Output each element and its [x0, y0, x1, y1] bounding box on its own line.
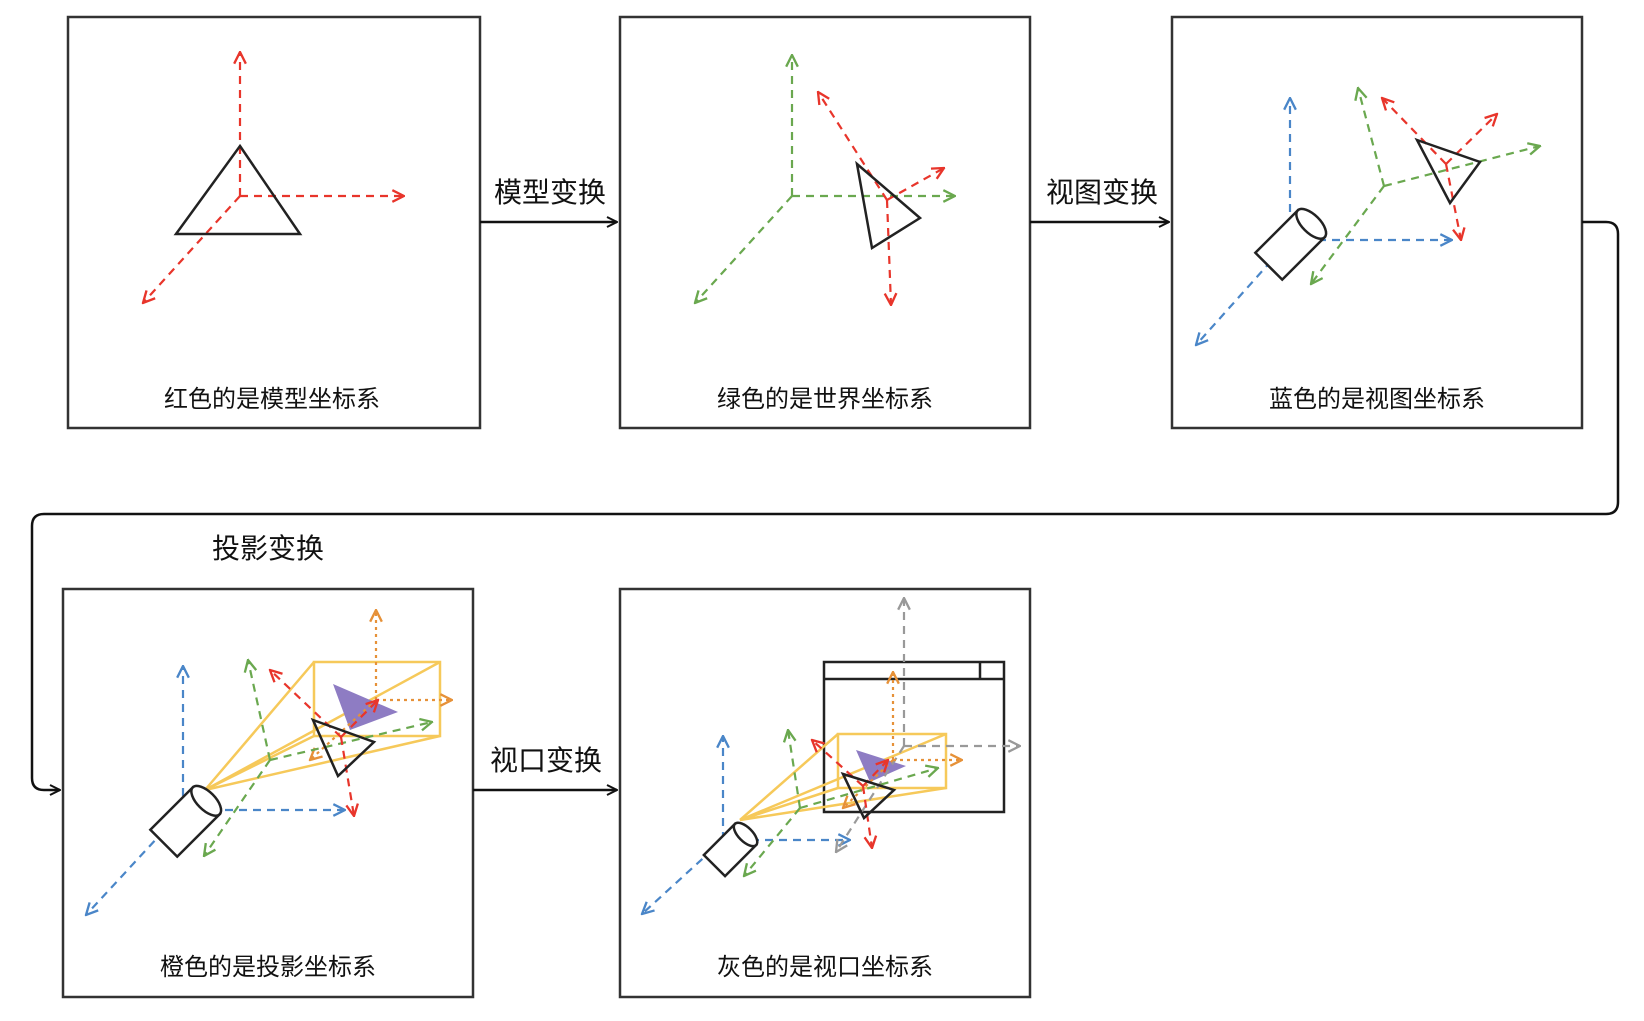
frustum [739, 732, 948, 822]
world-axes [695, 55, 955, 303]
viewport-axes [836, 598, 1020, 852]
axis-x [1383, 146, 1540, 188]
transform-label: 投影变换 [212, 532, 324, 565]
panel-frame [1170, 15, 1584, 430]
axis-x [886, 168, 944, 201]
transform-label: 视图变换 [1046, 176, 1158, 209]
view-axes [86, 666, 345, 915]
panel-projection: 橙色的是投影坐标系 [61, 587, 475, 999]
transform-arrow-view: 视图变换 [1030, 176, 1169, 222]
projection-axes [843, 672, 962, 808]
axis-y [812, 740, 864, 787]
world-axes [204, 660, 432, 856]
axis-z [204, 759, 271, 856]
window-frame [822, 660, 1006, 814]
axis-z [339, 736, 354, 816]
axis-z [836, 745, 905, 852]
camera-cylinder-icon [702, 821, 759, 878]
frustum-edge [204, 734, 441, 792]
axis-z [861, 785, 872, 848]
axis-x [799, 768, 938, 810]
triangle-object-icon [173, 143, 303, 236]
axis-y [1382, 98, 1447, 165]
triangle-object-icon [310, 717, 377, 779]
transform-arrow-model: 模型变换 [480, 176, 617, 222]
far-plane [836, 732, 948, 790]
frustum-edge [204, 661, 315, 791]
frustum-edge [204, 734, 315, 792]
axis-x [340, 700, 378, 738]
frustum-edge [739, 786, 839, 822]
model-axes-in-view [1382, 98, 1497, 240]
axis-z [1196, 239, 1291, 345]
arrow-line [30, 220, 1620, 790]
axis-z [887, 199, 891, 305]
axis-z [1311, 185, 1385, 284]
axis-z [695, 195, 793, 303]
screen-window-icon [822, 660, 1006, 814]
frustum-edge [739, 732, 947, 822]
panel-caption: 灰色的是视口坐标系 [717, 953, 933, 981]
axis-z [86, 809, 184, 915]
axis-y [818, 92, 888, 201]
panel-frame [61, 587, 475, 999]
panel-world: 绿色的是世界坐标系 [618, 15, 1032, 430]
axis-z [843, 759, 894, 808]
axis-y [248, 660, 272, 761]
transform-label: 模型变换 [494, 176, 606, 209]
axis-x [1445, 114, 1497, 165]
transform-arrow-viewport: 视口变换 [473, 744, 617, 790]
triangle-object-icon [1414, 137, 1483, 206]
transform-arrow-projection: 投影变换 [30, 220, 1620, 790]
triangle-object-icon [840, 771, 897, 821]
frustum [204, 660, 442, 792]
panel-frame [66, 15, 482, 430]
panel-frame [618, 15, 1032, 430]
axis-z [744, 807, 801, 876]
panel-caption: 红色的是模型坐标系 [164, 385, 380, 413]
camera-cylinder-icon [1253, 207, 1328, 282]
model-axes [143, 52, 404, 303]
camera-cylinder-icon [148, 784, 223, 859]
panel-frame [618, 587, 1032, 999]
panel-caption: 蓝色的是视图坐标系 [1269, 385, 1485, 413]
panel-caption: 橙色的是投影坐标系 [160, 953, 376, 981]
panel-view: 蓝色的是视图坐标系 [1170, 15, 1584, 430]
panel-viewport: 灰色的是视口坐标系 [618, 587, 1032, 999]
world-axes [744, 730, 938, 876]
frustum-edge [204, 660, 441, 792]
panel-caption: 绿色的是世界坐标系 [717, 385, 933, 413]
model-axes-in-world [818, 92, 944, 305]
transform-label: 视口变换 [490, 744, 602, 777]
world-axes-in-view [1311, 88, 1540, 284]
axis-y [1358, 88, 1386, 187]
axis-z [143, 195, 241, 303]
triangle-object-icon [855, 160, 923, 251]
view-axes [1196, 98, 1452, 345]
panel-model: 红色的是模型坐标系 [66, 15, 482, 430]
